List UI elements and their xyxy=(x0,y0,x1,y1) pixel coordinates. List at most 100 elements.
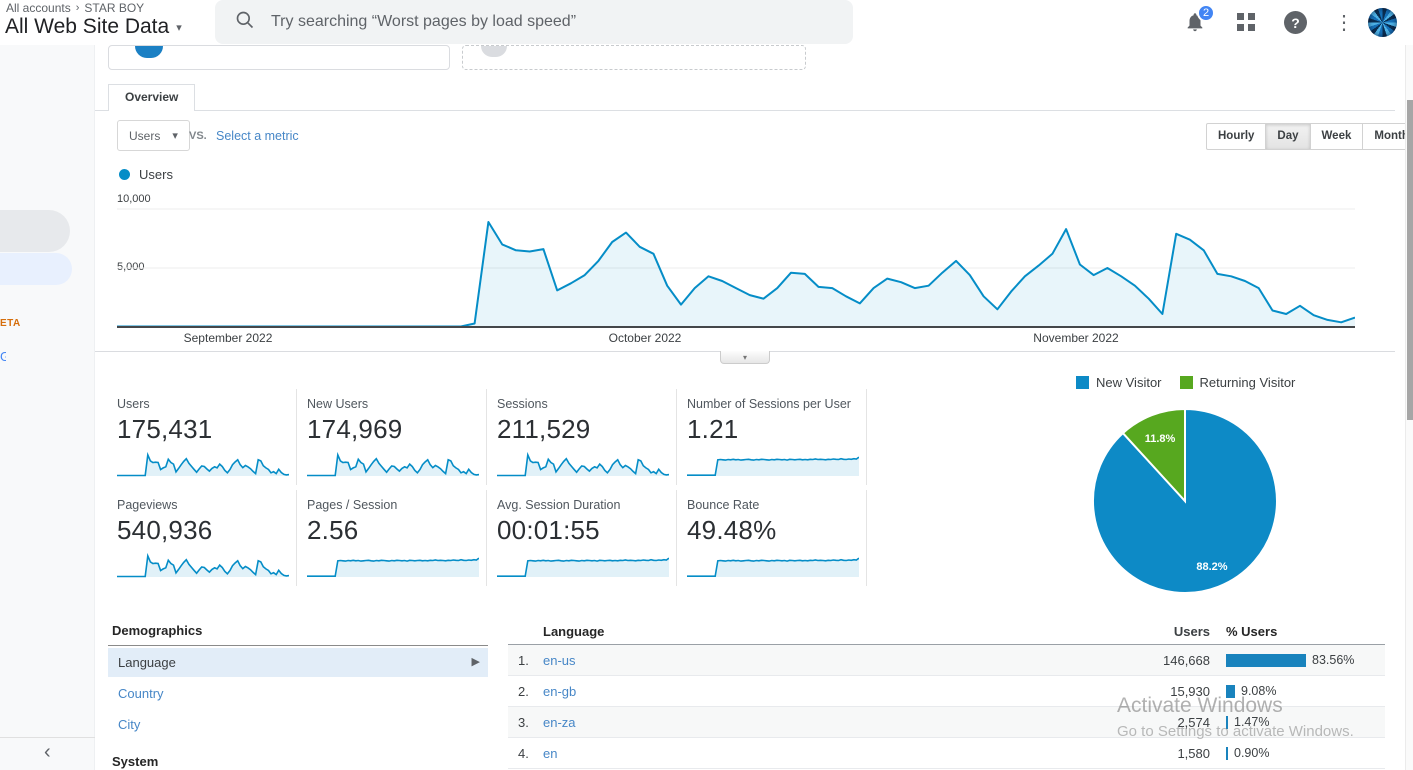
breadcrumb-all-accounts[interactable]: All accounts xyxy=(6,1,71,15)
scorecard: Sessions 211,529 xyxy=(487,389,677,485)
scorecard-sparkline xyxy=(307,548,486,578)
metric-dropdown[interactable]: Users ▾ xyxy=(117,120,190,151)
header-language[interactable]: Language xyxy=(543,623,605,639)
search-icon xyxy=(235,10,255,35)
scorecard-sparkline xyxy=(307,447,486,477)
system-header: System xyxy=(108,749,488,770)
header-pct-users[interactable]: % Users xyxy=(1226,623,1278,639)
granularity-week-button[interactable]: Week xyxy=(1310,123,1364,150)
percent-bar xyxy=(1226,715,1228,729)
demographics-item[interactable]: Language ▶ xyxy=(108,648,488,677)
search-bar[interactable] xyxy=(215,0,853,44)
granularity-day-button[interactable]: Day xyxy=(1266,123,1311,150)
metric-dropdown-value: Users xyxy=(129,128,161,143)
scorecard-label: Number of Sessions per User xyxy=(687,397,851,411)
granularity-toggle: Hourly Day Week Month xyxy=(1206,123,1413,150)
scorecard-value: 2.56 xyxy=(307,515,359,545)
scrollbar-track[interactable] xyxy=(1405,45,1413,770)
more-options-icon[interactable]: ⋮ xyxy=(1334,12,1354,34)
scorecard-value: 174,969 xyxy=(307,414,403,444)
users-value: 2,574 xyxy=(1177,714,1210,730)
percent-value: 1.47% xyxy=(1234,715,1270,729)
table-row: 4. en 1,580 0.90% xyxy=(508,738,1385,769)
demographics-item[interactable]: Country ▶ xyxy=(118,686,164,701)
scorecard-sparkline xyxy=(117,447,296,477)
scorecard-label: Pageviews xyxy=(117,498,178,512)
scorecard: New Users 174,969 xyxy=(297,389,487,485)
language-link[interactable]: en-gb xyxy=(543,683,577,699)
percent-value: 83.56% xyxy=(1312,653,1355,667)
scorecard-sparkline xyxy=(497,548,676,578)
returning-visitor-swatch-icon xyxy=(1179,376,1193,389)
demographics-item[interactable]: City ▶ xyxy=(118,717,141,732)
legend-returning-visitor: Returning Visitor xyxy=(1179,375,1295,390)
row-rank: 1. xyxy=(518,652,529,668)
add-segment-chip[interactable] xyxy=(462,45,806,70)
help-icon[interactable]: ? xyxy=(1284,11,1307,34)
table-row: 2. en-gb 15,930 9.08% xyxy=(508,676,1385,707)
percent-bar xyxy=(1226,746,1228,760)
scorecard-sparkline xyxy=(687,548,866,578)
beta-label: ETA xyxy=(0,318,21,329)
visitors-pie-chart: 88.2% 11.8% xyxy=(1092,407,1278,594)
apps-grid-icon[interactable] xyxy=(1237,13,1255,31)
scorecard-label: Avg. Session Duration xyxy=(497,498,621,512)
scorecard: Bounce Rate 49.48% xyxy=(677,490,867,586)
x-axis-month-label: September 2022 xyxy=(183,331,273,345)
top-bar: All accounts › STAR BOY All Web Site Dat… xyxy=(0,0,1413,45)
language-link[interactable]: en-za xyxy=(543,714,576,730)
scorecard-value: 540,936 xyxy=(117,515,213,545)
language-link[interactable]: en xyxy=(543,745,558,761)
scorecard-label: Users xyxy=(117,397,150,411)
users-value: 15,930 xyxy=(1170,683,1210,699)
scorecard-value: 175,431 xyxy=(117,414,213,444)
percent-bar xyxy=(1226,653,1306,667)
search-input[interactable] xyxy=(271,13,791,31)
avatar[interactable] xyxy=(1368,8,1397,37)
sidebar-footer: ‹ xyxy=(0,737,95,770)
table-header-row: Language Users % Users xyxy=(508,618,1385,645)
header-users[interactable]: Users xyxy=(1173,623,1210,639)
users-value: 146,668 xyxy=(1163,652,1210,668)
property-selector[interactable]: All Web Site Data ▾ xyxy=(5,15,182,39)
scorecard: Pageviews 540,936 xyxy=(107,490,297,586)
percent-bar xyxy=(1226,684,1235,698)
language-link[interactable]: en-us xyxy=(543,652,576,668)
y-axis-tick: 5,000 xyxy=(117,261,145,273)
segment-chip-all-users[interactable] xyxy=(108,45,450,70)
scorecard-sparkline xyxy=(497,447,676,477)
sidebar-item-fragment: G xyxy=(0,349,6,364)
scorecard-label: New Users xyxy=(307,397,369,411)
percent-value: 9.08% xyxy=(1241,684,1277,698)
demographics-panel: Demographics Language ▶ Country ▶ City ▶… xyxy=(108,618,488,770)
chart-collapse-button[interactable]: ▾ xyxy=(720,351,770,364)
sidebar-item-selected-placeholder[interactable] xyxy=(0,253,72,285)
legend-label: Users xyxy=(139,167,173,182)
scorecards: Users 175,431 New Users 174,969 Sessions… xyxy=(107,389,869,586)
breadcrumb-account[interactable]: STAR BOY xyxy=(84,1,145,15)
pie-legend: New Visitor Returning Visitor xyxy=(1076,375,1295,390)
add-segment-icon xyxy=(481,46,507,57)
granularity-hourly-button[interactable]: Hourly xyxy=(1206,123,1267,150)
scrollbar-thumb[interactable] xyxy=(1407,100,1413,420)
chart-legend: Users xyxy=(119,167,173,182)
tab-overview[interactable]: Overview xyxy=(108,84,196,111)
x-axis-month-label: October 2022 xyxy=(608,331,682,345)
users-value: 1,580 xyxy=(1177,745,1210,761)
scorecard-label: Pages / Session xyxy=(307,498,398,512)
tab-bar-divider xyxy=(95,110,1395,111)
select-metric-link[interactable]: Select a metric xyxy=(216,129,299,143)
scorecard: Pages / Session 2.56 xyxy=(297,490,487,586)
scorecard-label: Bounce Rate xyxy=(687,498,760,512)
scorecard-value: 00:01:55 xyxy=(497,515,600,545)
svg-text:11.8%: 11.8% xyxy=(1145,433,1176,445)
collapse-sidebar-button[interactable]: ‹ xyxy=(44,741,51,763)
chevron-down-icon: ▾ xyxy=(172,130,178,142)
page-title: All Web Site Data xyxy=(5,15,170,38)
granularity-month-button[interactable]: Month xyxy=(1363,123,1413,150)
segment-icon xyxy=(135,46,163,58)
users-over-time-chart xyxy=(117,195,1356,328)
table-row: 3. en-za 2,574 1.47% xyxy=(508,707,1385,738)
sidebar-item-placeholder[interactable] xyxy=(0,210,70,252)
language-table: Language Users % Users 1. en-us 146,668 … xyxy=(508,618,1385,769)
